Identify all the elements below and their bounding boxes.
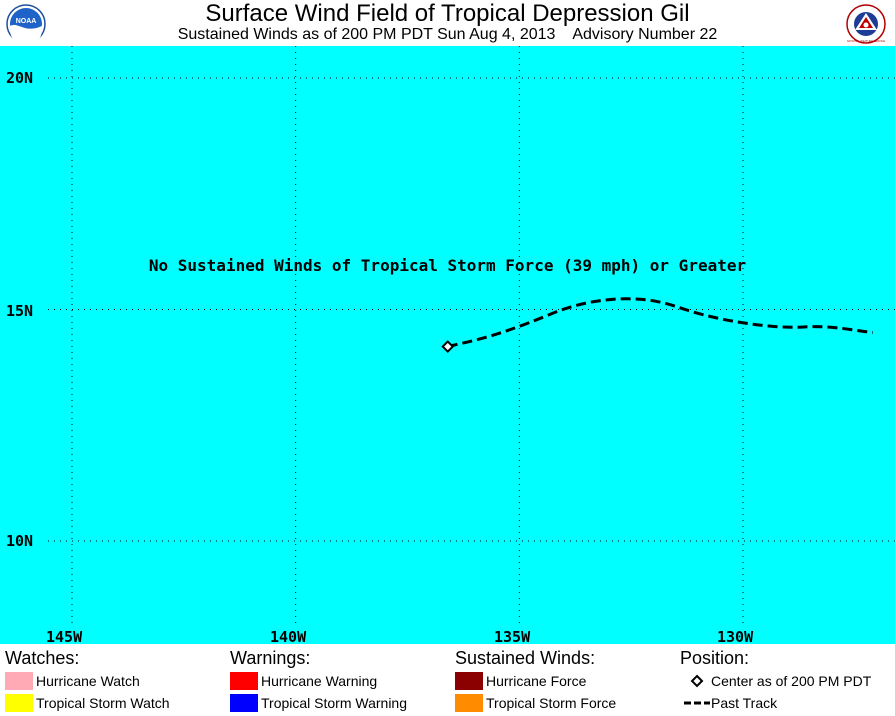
tropical-storm-warning-label: Tropical Storm Warning (261, 695, 408, 711)
tropical-storm-warning-swatch (230, 694, 258, 712)
hurricane-force-swatch (455, 672, 483, 690)
page-title: Surface Wind Field of Tropical Depressio… (205, 0, 690, 27)
lon-label-140w: 140W (270, 628, 307, 646)
hurricane-force-label: Hurricane Force (486, 673, 587, 689)
map-header: NOAA Surface Wind Field of Tropical Depr… (0, 0, 895, 46)
dashed-line-icon (684, 701, 710, 705)
tropical-storm-watch-label: Tropical Storm Watch (36, 695, 170, 711)
lon-label-130w: 130W (717, 628, 754, 646)
lat-label-15n: 15N (6, 302, 34, 320)
noaa-logo: NOAA (6, 4, 46, 46)
hurricane-watch-label: Hurricane Watch (36, 673, 140, 689)
noaa-logo-text: NOAA (16, 18, 37, 25)
lon-label-135w: 135W (494, 628, 531, 646)
tropical-storm-force-label: Tropical Storm Force (486, 695, 617, 711)
tropical-storm-force-swatch (455, 694, 483, 712)
hurricane-warning-swatch (230, 672, 258, 690)
legend: Watches: Hurricane Watch Tropical Storm … (0, 644, 895, 716)
past-track-line (447, 297, 873, 348)
tropical-storm-watch-swatch (5, 694, 33, 712)
legend-position-heading: Position: (680, 648, 750, 668)
no-winds-annotation: No Sustained Winds of Tropical Storm For… (148, 256, 747, 275)
legend-watches: Watches: Hurricane Watch Tropical Storm … (0, 644, 225, 716)
map-graticule (48, 46, 895, 626)
hurricane-warning-label: Hurricane Warning (261, 673, 378, 689)
lon-label-145w: 145W (46, 628, 83, 646)
past-track-label: Past Track (711, 695, 778, 711)
lat-label-10n: 10N (6, 532, 34, 550)
diamond-icon (690, 674, 704, 688)
legend-watches-heading: Watches: (5, 648, 80, 668)
storm-center-marker[interactable] (441, 340, 455, 353)
legend-warnings: Warnings: Hurricane Warning Tropical Sto… (225, 644, 450, 716)
nws-logo: NATIONAL WEATHER SERVICE (846, 4, 886, 44)
legend-sustained-winds: Sustained Winds: Hurricane Force Tropica… (450, 644, 675, 716)
hurricane-watch-swatch (5, 672, 33, 690)
map-area[interactable]: 20N 15N 10N 145W 140W 135W 130W No Susta… (0, 46, 895, 646)
center-position-label: Center as of 200 PM PDT (711, 673, 872, 689)
lat-label-20n: 20N (6, 69, 34, 87)
legend-position: Position: Center as of 200 PM PDT Past T… (675, 644, 895, 716)
page-subtitle: Sustained Winds as of 200 PM PDT Sun Aug… (177, 26, 718, 43)
nws-logo-text: NATIONAL WEATHER SERVICE (847, 39, 886, 43)
legend-sustained-winds-heading: Sustained Winds: (455, 648, 596, 668)
legend-warnings-heading: Warnings: (230, 648, 311, 668)
